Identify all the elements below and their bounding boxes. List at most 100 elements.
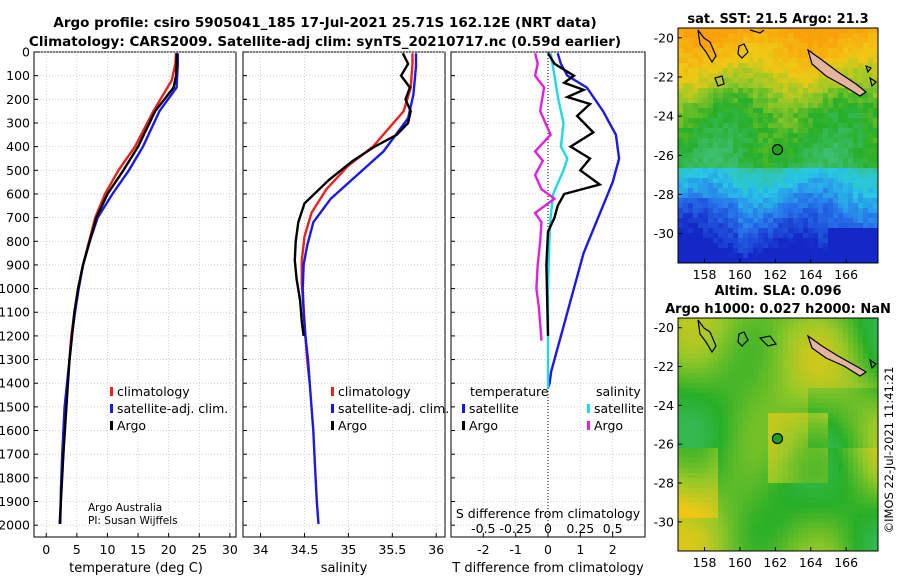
heatmap-cell: [798, 43, 804, 49]
heatmap-cell: [783, 433, 789, 439]
heatmap-cell: [758, 183, 764, 189]
heatmap-cell: [698, 243, 704, 249]
heatmap-cell: [683, 418, 689, 424]
heatmap-cell: [848, 53, 854, 59]
heatmap-cell: [828, 123, 834, 129]
heatmap-cell: [698, 353, 704, 359]
heatmap-cell: [678, 358, 684, 364]
heatmap-cell: [698, 133, 704, 139]
heatmap-cell: [828, 388, 834, 394]
heatmap-cell: [768, 173, 774, 179]
heatmap-cell: [788, 228, 794, 234]
heatmap-cell: [698, 363, 704, 369]
heatmap-cell: [838, 433, 844, 439]
heatmap-cell: [763, 258, 769, 263]
heatmap-cell: [713, 383, 719, 389]
heatmap-cell: [698, 403, 704, 409]
heatmap-cell: [858, 253, 864, 259]
heatmap-cell: [693, 58, 699, 64]
heatmap-cell: [768, 333, 774, 339]
heatmap-cell: [863, 493, 869, 499]
heatmap-cell: [748, 538, 754, 544]
heatmap-cell: [798, 248, 804, 254]
heatmap-cell: [728, 163, 734, 169]
heatmap-cell: [723, 518, 729, 524]
heatmap-cell: [793, 208, 799, 214]
heatmap-cell: [728, 408, 734, 414]
heatmap-cell: [873, 393, 878, 399]
heatmap-cell: [818, 128, 824, 134]
heatmap-cell: [853, 28, 859, 34]
heatmap-cell: [778, 533, 784, 539]
heatmap-cell: [843, 503, 849, 509]
heatmap-cell: [753, 383, 759, 389]
heatmap-cell: [738, 258, 744, 263]
heatmap-cell: [693, 333, 699, 339]
heatmap-cell: [718, 343, 724, 349]
heatmap-cell: [778, 328, 784, 334]
heatmap-cell: [683, 538, 689, 544]
heatmap-cell: [743, 103, 749, 109]
heatmap-cell: [758, 508, 764, 514]
heatmap-cell: [718, 158, 724, 164]
heatmap-cell: [848, 423, 854, 429]
heatmap-cell: [758, 128, 764, 134]
heatmap-cell: [723, 483, 729, 489]
heatmap-cell: [833, 513, 839, 519]
heatmap-cell: [773, 238, 779, 244]
heatmap-cell: [713, 418, 719, 424]
heatmap-cell: [873, 63, 878, 69]
heatmap-cell: [693, 423, 699, 429]
heatmap-cell: [683, 423, 689, 429]
heatmap-cell: [743, 508, 749, 514]
heatmap-cell: [763, 88, 769, 94]
heatmap-cell: [763, 193, 769, 199]
heatmap-cell: [873, 213, 878, 219]
heatmap-cell: [733, 543, 739, 549]
heatmap-cell: [803, 438, 809, 444]
heatmap-cell: [748, 98, 754, 104]
heatmap-cell: [708, 218, 714, 224]
heatmap-cell: [793, 378, 799, 384]
heatmap-cell: [713, 233, 719, 239]
heatmap-cell: [693, 398, 699, 404]
heatmap-cell: [858, 318, 864, 324]
heatmap-cell: [768, 543, 774, 549]
heatmap-cell: [813, 523, 819, 529]
heatmap-cell: [743, 58, 749, 64]
heatmap-cell: [868, 153, 874, 159]
heatmap-cell: [798, 333, 804, 339]
heatmap-cell: [733, 323, 739, 329]
heatmap-cell: [823, 413, 829, 419]
heatmap-cell: [818, 378, 824, 384]
heatmap-cell: [738, 443, 744, 449]
heatmap-cell: [778, 138, 784, 144]
lat-tick-label: -28: [654, 187, 674, 202]
heatmap-cell: [758, 118, 764, 124]
heatmap-cell: [848, 173, 854, 179]
heatmap-cell: [853, 163, 859, 169]
heatmap-cell: [698, 168, 704, 174]
heatmap-cell: [793, 73, 799, 79]
heatmap-cell: [723, 513, 729, 519]
heatmap-cell: [688, 523, 694, 529]
heatmap-cell: [868, 353, 874, 359]
heatmap-cell: [728, 128, 734, 134]
heatmap-cell: [833, 533, 839, 539]
heatmap-cell: [753, 473, 759, 479]
heatmap-cell: [808, 513, 814, 519]
heatmap-cell: [823, 183, 829, 189]
x-tick-label: 34.5: [291, 542, 319, 557]
heatmap-cell: [838, 58, 844, 64]
heatmap-cell: [808, 483, 814, 489]
heatmap-cell: [718, 153, 724, 159]
heatmap-cell: [823, 433, 829, 439]
heatmap-cell: [838, 528, 844, 534]
heatmap-cell: [773, 98, 779, 104]
heatmap-cell: [678, 453, 684, 459]
sst-argo-float-marker: [771, 144, 784, 156]
heatmap-cell: [873, 513, 878, 519]
sla-map-ticks: 158 160 162 164 166-20-22-24-26-28-30: [654, 320, 859, 570]
heatmap-cell: [693, 453, 699, 459]
heatmap-cell: [703, 333, 709, 339]
